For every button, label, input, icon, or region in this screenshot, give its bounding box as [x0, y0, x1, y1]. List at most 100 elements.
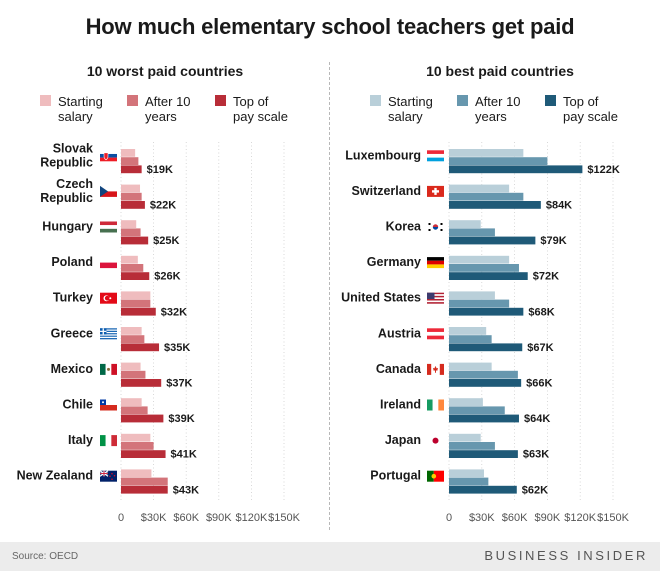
x-tick-label: $120K	[564, 512, 596, 524]
bar-starting	[121, 255, 138, 264]
legend-swatch	[545, 95, 556, 106]
legend-label: Starting salary	[388, 94, 433, 124]
bar-after-10-years	[121, 228, 141, 237]
bar-top-of-scale	[449, 165, 583, 174]
value-label: $67K	[527, 342, 553, 354]
korea-flag-icon	[427, 221, 444, 233]
turkey-flag-icon	[100, 292, 117, 304]
legend-swatch	[370, 95, 381, 106]
bar-top-of-scale	[121, 307, 156, 316]
value-label: $22K	[150, 200, 176, 212]
bar-starting	[121, 220, 137, 228]
value-label: $63K	[523, 449, 549, 461]
country-label: New Zealand	[17, 469, 93, 483]
right-panel: 10 best paid countries Starting salary Afte…	[330, 0, 660, 542]
bar-starting	[121, 398, 142, 406]
bar-starting	[449, 433, 481, 442]
usa-flag-icon	[427, 292, 444, 304]
country-label: Luxembourg	[345, 148, 421, 162]
country-label: Portugal	[370, 469, 421, 483]
value-label: $25K	[153, 235, 179, 247]
bar-starting	[121, 149, 136, 157]
value-label: $32K	[161, 306, 187, 318]
bar-after-10-years	[121, 192, 142, 201]
japan-flag-icon	[427, 435, 444, 447]
bar-after-10-years	[121, 370, 146, 379]
country-label: Ireland	[380, 398, 421, 412]
bar-after-10-years	[121, 477, 168, 486]
ireland-flag-icon	[427, 399, 444, 411]
country-label: United States	[341, 291, 421, 305]
bar-after-10-years	[449, 157, 548, 165]
bar-starting	[121, 291, 151, 300]
x-tick-label: $150K	[597, 512, 629, 524]
x-tick-label: 0	[446, 512, 452, 524]
bar-starting	[449, 469, 484, 478]
right-chart-svg: 10 best paid countries Starting salary Afte…	[341, 63, 629, 524]
newzealand-flag-icon	[99, 470, 117, 482]
bar-after-10-years	[449, 370, 518, 379]
chart-title: How much elementary school teachers get …	[85, 14, 575, 39]
bar-starting	[449, 398, 483, 406]
country-label: Italy	[68, 433, 93, 447]
bar-after-10-years	[449, 264, 519, 272]
country-label: Poland	[51, 255, 93, 269]
bar-top-of-scale	[449, 485, 517, 494]
bar-after-10-years	[449, 299, 510, 308]
bar-after-10-years	[449, 228, 495, 237]
bar-after-10-years	[449, 442, 495, 450]
bar-starting	[449, 149, 524, 157]
x-tick-label: $60K	[173, 512, 199, 524]
hungary-flag-icon	[100, 221, 117, 233]
country-label: Hungary	[42, 220, 93, 234]
x-tick-label: $60K	[502, 512, 528, 524]
country-label: Austria	[378, 326, 422, 340]
austria-flag-icon	[427, 328, 444, 340]
bar-starting	[121, 362, 141, 371]
bar-top-of-scale	[449, 379, 522, 387]
bar-starting	[449, 362, 492, 371]
bar-starting	[449, 220, 481, 228]
bar-after-10-years	[121, 264, 144, 272]
x-tick-label: $90K	[535, 512, 561, 524]
country-label: Korea	[386, 220, 422, 234]
x-tick-label: $30K	[141, 512, 167, 524]
bar-starting	[121, 469, 152, 478]
bar-after-10-years	[121, 299, 151, 308]
legend-label: Top of pay scale	[563, 94, 618, 124]
x-tick-label: $30K	[469, 512, 495, 524]
value-label: $26K	[154, 271, 180, 283]
greece-flag-icon	[100, 328, 117, 340]
value-label: $62K	[522, 484, 548, 496]
country-label: Switzerland	[352, 184, 421, 198]
bar-starting	[449, 255, 510, 264]
value-label: $43K	[173, 484, 199, 496]
x-tick-label: $90K	[206, 512, 232, 524]
bar-starting	[121, 184, 141, 193]
chile-flag-icon	[100, 399, 117, 411]
value-label: $41K	[171, 449, 197, 461]
bar-starting	[121, 327, 142, 335]
legend-swatch	[127, 95, 138, 106]
bar-starting	[449, 184, 510, 193]
country-label: Turkey	[53, 291, 93, 305]
bar-top-of-scale	[449, 201, 541, 209]
bar-after-10-years	[121, 335, 145, 343]
bar-after-10-years	[121, 442, 154, 450]
x-tick-label: 0	[118, 512, 124, 524]
value-label: $19K	[147, 164, 173, 176]
x-tick-label: $150K	[268, 512, 300, 524]
bar-after-10-years	[449, 406, 505, 415]
value-label: $122K	[587, 164, 619, 176]
brand-logo: BUSINESS INSIDER	[484, 548, 648, 563]
panel-divider	[329, 62, 330, 530]
bar-top-of-scale	[449, 307, 524, 316]
canada-flag-icon	[427, 363, 444, 375]
country-label: Mexico	[51, 362, 94, 376]
legend-label: Starting salary	[58, 94, 103, 124]
legend-swatch	[215, 95, 226, 106]
bar-top-of-scale	[121, 379, 162, 387]
bar-top-of-scale	[121, 165, 142, 174]
bar-top-of-scale	[449, 414, 519, 423]
value-label: $66K	[526, 378, 552, 390]
